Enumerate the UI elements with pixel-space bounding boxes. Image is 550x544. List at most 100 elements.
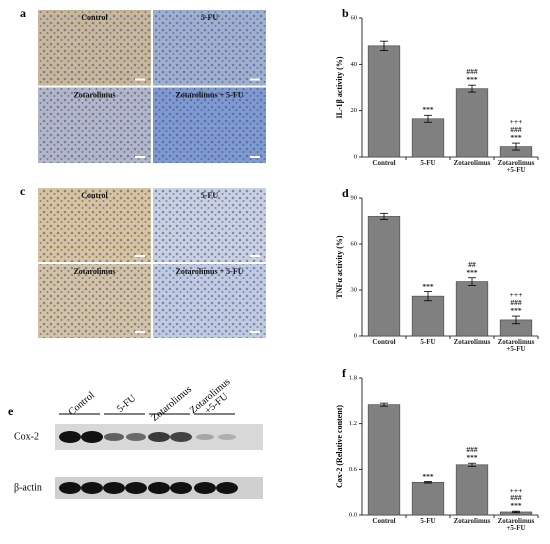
micrograph-label: Control xyxy=(81,13,108,22)
y-tick-label: 0 xyxy=(354,153,357,160)
x-tick-label: Control xyxy=(372,160,396,167)
x-tick-label: Zotarolimus +5-FU xyxy=(497,339,535,354)
scale-bar xyxy=(250,331,260,333)
scale-bar xyxy=(135,331,145,333)
significance-label: +++ ### *** xyxy=(509,117,523,143)
significance-label-box: +++ ### *** xyxy=(509,485,523,511)
significance-label: +++ ### *** xyxy=(509,290,523,316)
x-tick-label-box: Zotarolimus xyxy=(453,160,491,167)
x-tick-label: Zotarolimus +5-FU xyxy=(497,518,535,533)
micrograph-texture xyxy=(153,264,266,338)
significance-label-box: *** xyxy=(422,281,434,291)
bar xyxy=(411,295,445,337)
micrograph-label: Zotarolimus xyxy=(73,267,115,276)
significance-label-box: +++ ### *** xyxy=(509,290,523,316)
scale-bar xyxy=(250,78,260,81)
blot-row-label: Cox-2 xyxy=(14,431,39,442)
bar xyxy=(455,88,489,158)
x-tick-label: 5-FU xyxy=(420,160,436,167)
micrograph-label: Zotarolimus xyxy=(73,90,115,99)
micrograph-label: Control xyxy=(81,191,108,200)
bar xyxy=(367,216,401,337)
x-tick-label: 5-FU xyxy=(420,339,436,346)
actin-bands xyxy=(59,482,238,494)
micrograph-texture xyxy=(153,188,266,262)
y-axis-title: TNFα activity (%) xyxy=(335,235,344,298)
scale-bar xyxy=(135,255,145,257)
significance-label: *** xyxy=(422,471,434,481)
significance-label: ### *** xyxy=(466,445,478,463)
y-tick-label: 90 xyxy=(351,194,358,201)
blot xyxy=(55,424,263,499)
lane-label-box: Zotarolimus +5-FU xyxy=(187,376,233,417)
significance-label: ### *** xyxy=(466,67,478,85)
scale-bar xyxy=(250,156,260,158)
y-tick-label: 0 xyxy=(354,332,357,339)
micrograph-texture xyxy=(38,188,151,262)
bar xyxy=(455,281,489,337)
y-tick-label: 60 xyxy=(351,14,358,21)
x-tick-label-box: 5-FU xyxy=(420,339,436,346)
significance-label: ## *** xyxy=(466,259,478,277)
panel-letter: b xyxy=(342,6,349,20)
micrograph-label: Zotarolimus + 5-FU xyxy=(176,90,244,99)
x-tick-label-box: Control xyxy=(372,518,395,525)
bar xyxy=(411,118,445,158)
y-tick-label: 60 xyxy=(351,240,358,247)
bar xyxy=(411,481,445,516)
x-tick-label-box: 5-FU xyxy=(420,160,436,167)
significance-label-box: *** xyxy=(422,471,434,481)
y-tick-label: 1.8 xyxy=(349,374,357,381)
micrograph-texture xyxy=(38,87,151,163)
significance-label: +++ ### *** xyxy=(509,485,523,511)
micrograph-texture xyxy=(38,264,151,338)
panel-letter: f xyxy=(342,366,347,380)
x-tick-label-box: 5-FU xyxy=(420,518,436,525)
micrograph-label: 5-FU xyxy=(201,13,219,22)
x-tick-label-box: Zotarolimus +5-FU xyxy=(497,160,535,175)
x-tick-label-box: Zotarolimus +5-FU xyxy=(497,339,535,354)
significance-label: *** xyxy=(422,281,434,291)
significance-label-box: +++ ### *** xyxy=(509,117,523,143)
scale-bar xyxy=(135,78,145,81)
y-tick-label: 1.2 xyxy=(349,420,357,427)
x-tick-label: Zotarolimus xyxy=(453,160,491,167)
cox2-bands xyxy=(59,431,236,443)
significance-label-box: ## *** xyxy=(466,259,478,277)
micrograph-label: 5-FU xyxy=(201,191,219,200)
significance-label-box: ### *** xyxy=(466,67,478,85)
x-tick-label-box: Zotarolimus xyxy=(454,518,491,525)
panel-letter: c xyxy=(20,184,26,198)
bar xyxy=(455,464,489,516)
micrograph-texture xyxy=(153,10,266,86)
y-tick-label: 20 xyxy=(351,107,358,114)
y-tick-label: 30 xyxy=(351,286,358,293)
significance-label: *** xyxy=(422,105,434,115)
y-tick-label: 40 xyxy=(351,61,358,68)
significance-label-box: ### *** xyxy=(466,445,478,463)
scale-bar xyxy=(250,255,260,257)
significance-label-box: *** xyxy=(422,105,434,115)
micrograph-texture xyxy=(153,87,266,163)
micrograph-texture xyxy=(38,10,151,86)
x-tick-label: 5-FU xyxy=(420,518,436,525)
x-tick-label-box: Zotarolimus +5-FU xyxy=(497,518,535,533)
x-tick-label: Control xyxy=(372,339,396,346)
blot-row-label: β-actin xyxy=(14,482,42,493)
y-axis-title: Cox-2 (Relative content) xyxy=(335,405,344,488)
y-tick-label: 0.6 xyxy=(349,466,358,473)
bar xyxy=(367,45,401,158)
x-tick-label-box: Control xyxy=(372,339,396,346)
panel-letter: a xyxy=(20,6,26,20)
x-tick-label: Zotarolimus xyxy=(453,339,491,346)
panel-letter: d xyxy=(342,186,349,200)
x-tick-label: Zotarolimus +5-FU xyxy=(497,160,535,175)
lane-label: Zotarolimus +5-FU xyxy=(187,376,233,417)
scale-bar xyxy=(135,156,145,158)
panel-letter: e xyxy=(8,404,14,418)
x-tick-label-box: Zotarolimus xyxy=(453,339,491,346)
y-axis-title: IL-1β activity (%) xyxy=(335,56,344,118)
bar xyxy=(367,404,401,516)
